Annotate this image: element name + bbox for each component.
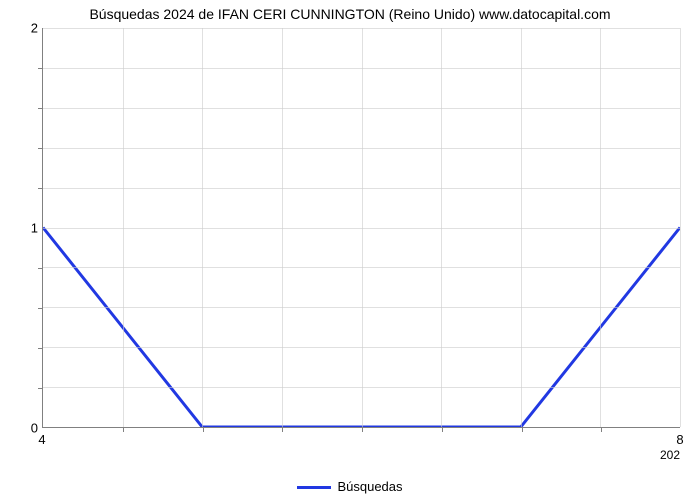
y-tick-label: 1 bbox=[31, 221, 38, 236]
grid-line-v bbox=[680, 28, 681, 427]
y-tick-minor bbox=[38, 388, 43, 389]
y-tick-minor bbox=[38, 108, 43, 109]
x-tick-minor bbox=[522, 427, 523, 432]
grid-line-v bbox=[362, 28, 363, 427]
x-tick-label: 8 bbox=[676, 432, 683, 447]
chart-title: Búsquedas 2024 de IFAN CERI CUNNINGTON (… bbox=[0, 6, 700, 22]
y-tick-minor bbox=[38, 148, 43, 149]
x-tick-minor bbox=[601, 427, 602, 432]
grid-line-v bbox=[441, 28, 442, 427]
legend-label: Búsquedas bbox=[337, 479, 402, 494]
y-tick-minor bbox=[38, 348, 43, 349]
plot-area bbox=[42, 28, 680, 428]
chart-container: Búsquedas 2024 de IFAN CERI CUNNINGTON (… bbox=[0, 0, 700, 500]
grid-line-v bbox=[521, 28, 522, 427]
y-tick-minor bbox=[38, 268, 43, 269]
grid-line-v bbox=[123, 28, 124, 427]
x-tick-minor bbox=[442, 427, 443, 432]
x-tick-minor bbox=[203, 427, 204, 432]
x-tick-label: 4 bbox=[38, 432, 45, 447]
grid-line-v bbox=[600, 28, 601, 427]
legend-swatch bbox=[297, 486, 331, 489]
y-tick-label: 2 bbox=[31, 21, 38, 36]
x-sub-label: 202 bbox=[660, 448, 680, 462]
grid-line-v bbox=[282, 28, 283, 427]
y-tick-minor bbox=[38, 68, 43, 69]
x-tick-minor bbox=[362, 427, 363, 432]
grid-line-v bbox=[202, 28, 203, 427]
y-tick-minor bbox=[38, 308, 43, 309]
x-tick-minor bbox=[282, 427, 283, 432]
x-tick-minor bbox=[123, 427, 124, 432]
y-tick-label: 0 bbox=[31, 421, 38, 436]
y-tick-minor bbox=[38, 188, 43, 189]
legend: Búsquedas bbox=[0, 479, 700, 494]
